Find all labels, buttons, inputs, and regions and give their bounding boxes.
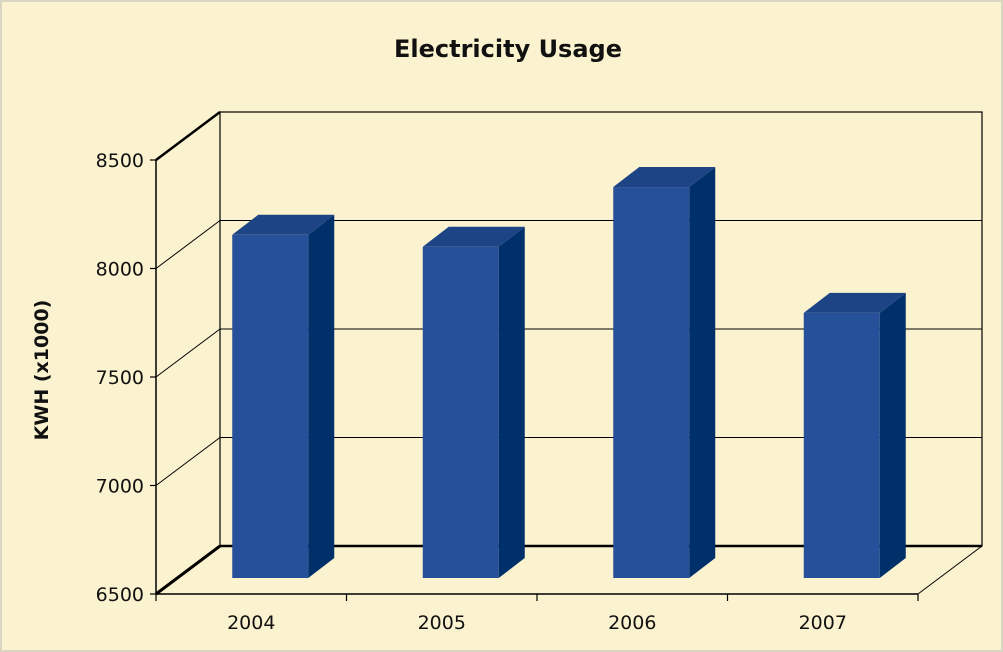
bar-top	[803, 292, 906, 313]
bar-2007	[803, 292, 906, 578]
side-gridline	[155, 437, 221, 486]
y-axis-label: KWH (x1000)	[31, 300, 53, 441]
chart-title: Electricity Usage	[394, 35, 622, 63]
side-gridline	[155, 328, 221, 378]
bar-side	[498, 226, 525, 579]
side-gridline	[155, 220, 221, 269]
bar-top	[613, 167, 716, 188]
y-tick-label: 8000	[96, 259, 144, 281]
y-tick-label: 6500	[96, 584, 144, 606]
bar-side	[879, 292, 906, 578]
bar-top	[232, 214, 335, 235]
y-tick-label: 7000	[96, 476, 144, 498]
y-tick-label: 7500	[96, 367, 144, 389]
y-tick-labels: 6500 7000 7500 8000 8500	[96, 150, 156, 606]
x-tick-label: 2004	[227, 612, 275, 634]
bar-2006	[613, 167, 716, 578]
bar-top	[422, 226, 525, 247]
bar-front	[613, 187, 690, 578]
wall-top-edge	[155, 111, 221, 161]
bar-front	[232, 234, 309, 579]
floor-edge	[917, 545, 983, 595]
x-tick-labels: 2004 2005 2006 2007	[155, 594, 919, 634]
bar-side	[689, 167, 716, 578]
bar-front	[803, 312, 880, 578]
x-tick-label: 2006	[608, 612, 656, 634]
y-tick-label: 8500	[96, 150, 144, 172]
bar-side	[308, 214, 335, 579]
bar-front	[422, 246, 499, 579]
floor-left-edge	[155, 544, 221, 596]
bars	[232, 167, 906, 579]
x-tick-label: 2007	[799, 612, 847, 634]
y-axis-label-group: KWH (x1000)	[31, 300, 53, 441]
bar-2004	[232, 214, 335, 579]
x-tick-label: 2005	[418, 612, 466, 634]
bar-2005	[422, 226, 525, 579]
